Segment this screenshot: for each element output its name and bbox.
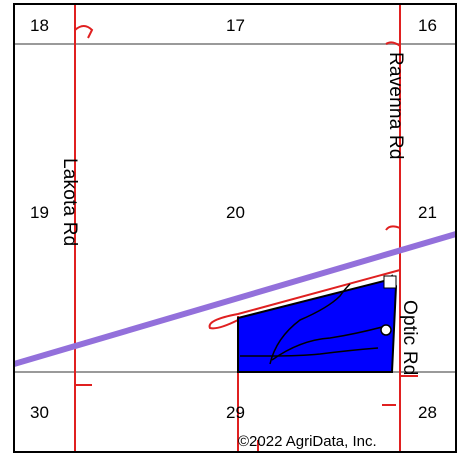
road-label-lakota: Lakota Rd [59,158,80,246]
field-parcel[interactable] [237,274,398,373]
section-label: 30 [30,403,49,422]
drainage-line [271,325,387,361]
section-label: 29 [226,403,245,422]
section-label: 20 [226,203,245,222]
road-spur [385,41,401,47]
road-label-optic: Optic Rd [399,300,420,376]
road-spur [74,25,94,39]
highway-line [13,231,457,367]
section-label: 16 [418,16,437,35]
drainage-line [269,283,351,365]
section-label: 21 [418,203,437,222]
section-label: 19 [30,203,49,222]
section-label: 17 [226,16,245,35]
road-lines [74,4,418,452]
section-label: 28 [418,403,437,422]
road-label-ravenna: Ravenna Rd [385,52,406,160]
drainage-line [240,347,379,357]
field-marker [380,324,392,336]
field-notch [383,275,397,289]
road-spur [385,225,401,231]
map-border [13,3,457,453]
field-access-road [208,269,401,330]
copyright-text: ©2022 AgriData, Inc. [238,433,377,450]
section-label: 18 [30,16,49,35]
